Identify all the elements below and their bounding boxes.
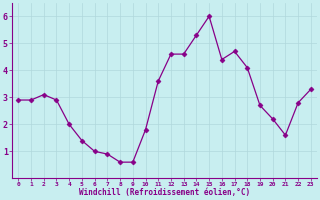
X-axis label: Windchill (Refroidissement éolien,°C): Windchill (Refroidissement éolien,°C) bbox=[79, 188, 250, 197]
